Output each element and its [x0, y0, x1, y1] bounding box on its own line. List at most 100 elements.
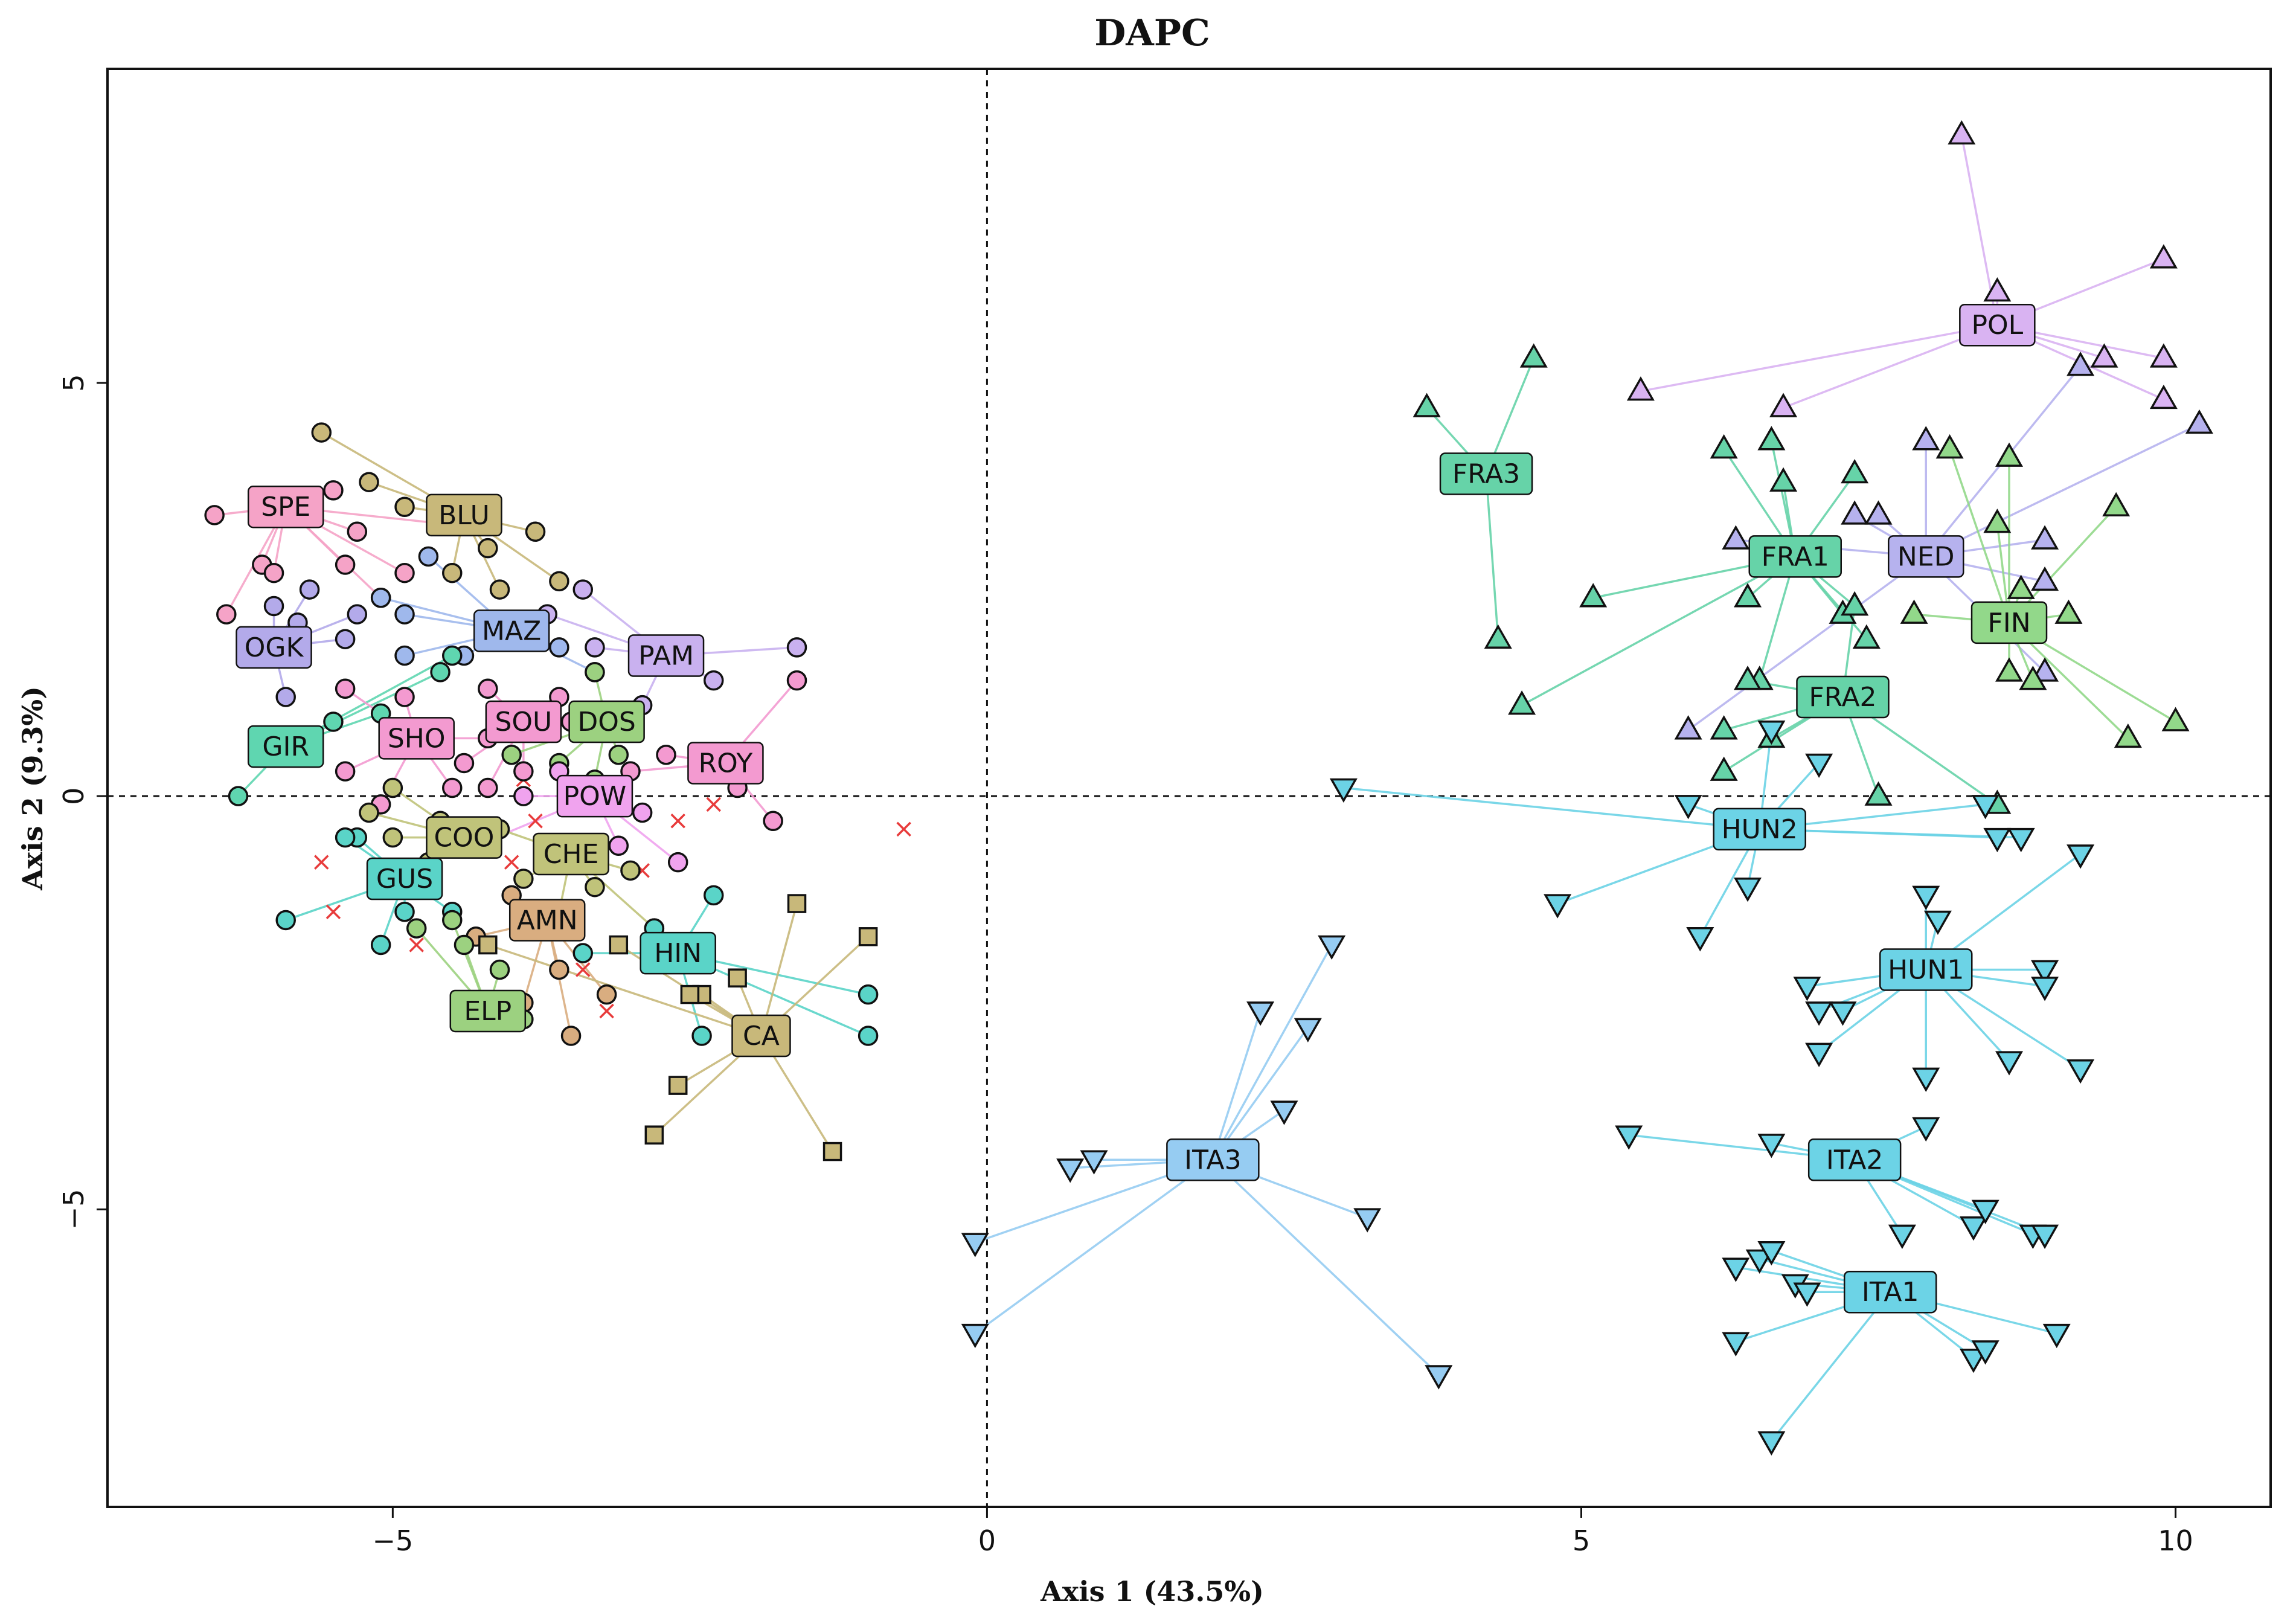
- point-ned: [2031, 657, 2059, 682]
- point-coo: [359, 802, 379, 823]
- group-label-text: ITA3: [1184, 1145, 1242, 1175]
- group-label-ita1: ITA1: [1843, 1270, 1937, 1314]
- group-label-box: [247, 725, 324, 768]
- point-ita3: [961, 1323, 989, 1349]
- point-ca: [858, 927, 878, 946]
- point-fra1: [1710, 434, 1738, 459]
- group-label-box: [1439, 452, 1533, 495]
- point-spe: [394, 562, 415, 583]
- spider-line-ca: [487, 943, 762, 1037]
- point-ca: [787, 894, 807, 913]
- point-elp: [406, 918, 427, 939]
- group-label-text: OGK: [245, 632, 304, 663]
- point-fra1: [1841, 458, 1869, 484]
- point-ned: [2067, 352, 2095, 376]
- point-maz: [394, 604, 415, 625]
- point-fra3: [1413, 393, 1441, 417]
- group-label-box: [1879, 948, 1973, 991]
- group-label-text: COO: [434, 823, 494, 853]
- point-spe: [335, 554, 356, 575]
- spider-line-ita3: [1211, 1010, 1262, 1160]
- point-sho: [442, 777, 463, 798]
- point-maz: [418, 546, 439, 567]
- point-ita3: [1246, 1001, 1275, 1026]
- spider-line-ita3: [1211, 944, 1333, 1161]
- group-label-fin: FIN: [1971, 601, 2048, 644]
- point-pam: [703, 670, 724, 691]
- group-label-hin: HIN: [640, 931, 716, 975]
- y-axis-title: Axis 2 (9.3%): [16, 686, 49, 891]
- group-label-text: FRA2: [1809, 682, 1876, 713]
- x-tick-label: 5: [1573, 1524, 1590, 1557]
- point-hun2: [1971, 795, 1999, 820]
- point-pol: [1948, 120, 1976, 145]
- point-pow: [667, 852, 688, 873]
- group-label-box: [568, 700, 645, 743]
- point-ogk: [299, 579, 320, 600]
- point-ita1: [1722, 1257, 1750, 1282]
- point-spe: [323, 480, 344, 501]
- point-gir: [430, 662, 451, 682]
- group-label-text: FRA3: [1452, 459, 1520, 490]
- point-ita1: [1757, 1241, 1786, 1266]
- x-tick-label: 0: [978, 1524, 996, 1557]
- point-ita2: [1757, 1134, 1786, 1158]
- group-label-box: [1713, 808, 1806, 851]
- group-label-text: SHO: [388, 723, 446, 754]
- point-blu: [525, 521, 546, 542]
- chart-title: DAPC: [1094, 12, 1210, 54]
- point-hun1: [1912, 1067, 1940, 1092]
- point-gus: [370, 934, 391, 955]
- group-label-text: SPE: [261, 492, 310, 522]
- group-label-box: [1843, 1270, 1937, 1314]
- point-ned: [2185, 409, 2213, 434]
- point-ca: [728, 968, 747, 987]
- point-blu: [311, 422, 332, 443]
- point-maz: [370, 588, 391, 608]
- point-hin: [858, 1026, 879, 1046]
- point-fra1: [1734, 583, 1762, 608]
- point-ita3: [1080, 1150, 1108, 1175]
- point-ita3: [1270, 1100, 1298, 1125]
- point-fin: [2161, 707, 2190, 731]
- point-pol: [1769, 393, 1798, 417]
- group-label-box: [426, 493, 502, 537]
- point-ca: [668, 1076, 688, 1095]
- point-ita1: [1722, 1332, 1750, 1357]
- point-hun1: [2031, 960, 2059, 985]
- group-label-coo: COO: [426, 816, 502, 859]
- point-gus: [335, 827, 356, 848]
- point-amn: [549, 959, 569, 980]
- point-spe: [263, 562, 284, 583]
- group-label-fra3: FRA3: [1439, 452, 1533, 495]
- y-tick-label: 0: [57, 788, 90, 805]
- point-che: [620, 860, 641, 881]
- point-pol: [2149, 343, 2178, 368]
- group-label-box: [366, 857, 443, 901]
- point-ned: [2031, 525, 2059, 550]
- point-ita1: [1959, 1348, 1987, 1373]
- point-ita1: [1745, 1249, 1774, 1274]
- point-fra1: [1757, 426, 1786, 451]
- point-fra3: [1519, 343, 1548, 368]
- group-labels: SPE BLU MAZ OGK PAM GIR SHO SOU DOS ROY POW COO CHE G…: [236, 303, 2048, 1314]
- group-label-text: ROY: [699, 748, 753, 779]
- group-label-sou: SOU: [485, 700, 562, 743]
- point-pam: [585, 637, 605, 658]
- group-label-text: SOU: [495, 707, 552, 737]
- point-fin: [2102, 492, 2131, 516]
- group-label-text: ITA1: [1862, 1277, 1919, 1308]
- group-label-box: [508, 899, 586, 942]
- spider-line-fra3: [1485, 474, 1499, 640]
- point-pow: [513, 786, 534, 806]
- point-blu: [478, 538, 498, 559]
- point-hun2: [2007, 827, 2035, 853]
- point-gir: [323, 711, 344, 732]
- group-label-text: ELP: [464, 996, 511, 1027]
- point-fin: [1935, 434, 1964, 459]
- point-elp: [489, 959, 510, 980]
- group-label-box: [236, 626, 312, 669]
- cross-point: [504, 855, 519, 870]
- point-fra2: [1710, 756, 1738, 781]
